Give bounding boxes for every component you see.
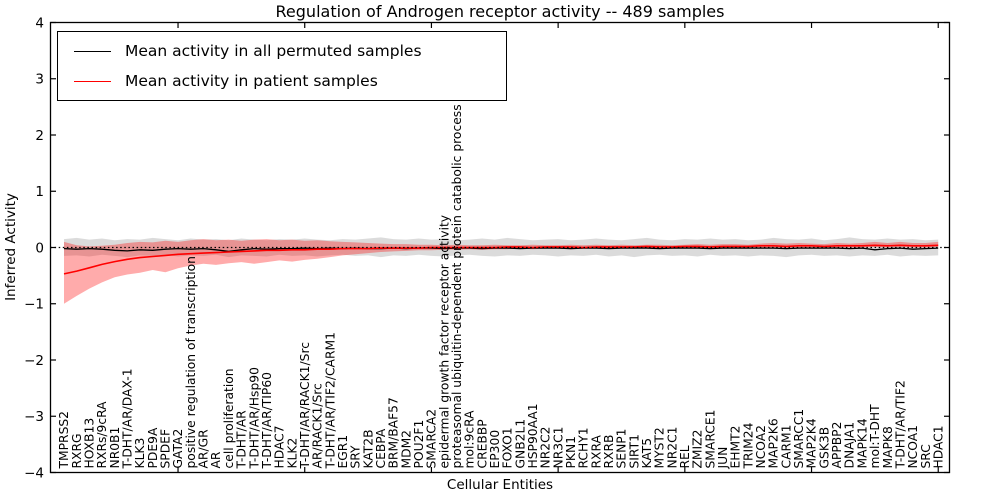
x-category-label: DNAJA1 — [843, 422, 857, 469]
x-category-label: AR — [209, 451, 223, 468]
x-category-label: RXRB — [602, 435, 616, 469]
x-category-label: epidermal growth factor receptor activit… — [437, 215, 451, 469]
y-tick-label: 0 — [35, 240, 44, 256]
x-category-label: SRY — [349, 445, 363, 469]
x-category-label: T-DHT/AR/Hsp90 — [247, 367, 261, 469]
x-category-label: CARM1 — [779, 425, 793, 469]
x-category-label: KLK2 — [285, 438, 299, 469]
x-category-label: APPBP2 — [830, 422, 844, 469]
series-line-1 — [63, 244, 939, 275]
x-category-label: HDAC7 — [273, 425, 287, 468]
y-tick-label: −2 — [24, 353, 44, 369]
x-category-label: PDE9A — [146, 427, 160, 468]
x-category-label: SMARCC1 — [792, 409, 806, 469]
x-category-label: EHMT2 — [729, 426, 743, 469]
x-category-label: RXRG — [70, 433, 84, 468]
x-category-label: NR0B1 — [108, 427, 122, 469]
x-category-label: NR2C2 — [539, 427, 553, 469]
x-category-label: POU2F1 — [412, 420, 426, 469]
y-tick-label: 1 — [35, 184, 44, 200]
x-category-label: NR3C1 — [551, 427, 565, 469]
legend-label-patient: Mean activity in patient samples — [125, 72, 378, 90]
legend-item-permuted: Mean activity in all permuted samples — [58, 41, 506, 62]
x-category-label: T-DHT/AR/TIF2/CARM1 — [323, 332, 337, 469]
x-category-label: RXRs/9cRA — [95, 401, 109, 469]
y-tick-label: −1 — [24, 297, 44, 313]
x-axis-label: Cellular Entities — [446, 477, 554, 493]
x-category-label: KAT5 — [640, 438, 654, 469]
x-category-label: mol:T-DHT — [868, 404, 882, 469]
series-line-0 — [63, 247, 939, 253]
x-category-label: HSP90AA1 — [526, 403, 540, 468]
x-category-label: EP300 — [488, 430, 502, 469]
x-category-label: MAP2K4 — [805, 418, 819, 468]
legend-line-sample-permuted-icon — [74, 50, 111, 52]
x-category-label: T-DHT/AR/TIF2 — [893, 380, 907, 469]
x-category-label: NCOA2 — [754, 425, 768, 468]
x-category-label: NCOA1 — [906, 425, 920, 468]
x-category-label: EGR1 — [336, 435, 350, 469]
legend-item-patient: Mean activity in patient samples — [58, 71, 506, 92]
x-category-label: RCHY1 — [577, 427, 591, 468]
legend-line-sample-patient-icon — [74, 80, 111, 82]
x-category-label: AR/GR — [197, 429, 211, 469]
x-category-label: HOXB13 — [83, 418, 97, 469]
x-category-label: HDAC1 — [931, 425, 945, 468]
x-category-label: proteasomal ubiquitin-dependent protein … — [450, 104, 464, 468]
x-category-label: PKN1 — [564, 436, 578, 469]
x-category-label: T-DHT/AR/RACK1/Src — [298, 342, 312, 470]
x-category-label: FOXO1 — [501, 427, 515, 468]
x-category-label: MAPK14 — [855, 418, 869, 468]
x-category-label: SMARCA2 — [425, 409, 439, 469]
x-category-label: NR2C1 — [665, 427, 679, 469]
x-category-label: SIRT1 — [627, 434, 641, 468]
x-category-label: MYST2 — [653, 427, 667, 468]
x-category-label: T-DHT/AR — [235, 410, 249, 470]
x-category-label: SPDEF — [159, 429, 173, 469]
legend-label-permuted: Mean activity in all permuted samples — [125, 42, 422, 60]
x-category-label: AR/RACK1/Src — [311, 383, 325, 468]
x-category-label: TRIM24 — [741, 422, 755, 469]
y-tick-label: −3 — [24, 409, 44, 425]
x-category-label: SENP1 — [615, 428, 629, 468]
x-category-label: positive regulation of transcription — [184, 256, 198, 468]
y-tick-label: 3 — [35, 72, 44, 88]
x-category-label: ZMIZ2 — [691, 430, 705, 469]
x-category-label: JUN — [716, 447, 730, 470]
x-category-label: CEBPA — [374, 428, 388, 468]
y-tick-label: −4 — [24, 465, 44, 481]
plot-frame — [49, 21, 951, 474]
x-category-label: REL — [678, 445, 692, 468]
x-category-label: CREBBP — [475, 419, 489, 468]
x-category-label: cell proliferation — [222, 368, 236, 468]
x-category-label: KAT2B — [361, 429, 375, 468]
x-category-label: KLK3 — [133, 438, 147, 469]
patient-range-band — [64, 239, 939, 304]
legend: Mean activity in all permuted samples Me… — [57, 31, 507, 101]
x-category-label: SRC — [919, 444, 933, 468]
x-category-label: GNB2L1 — [513, 419, 527, 469]
x-category-label: T-DHT/AR/TIP60 — [260, 372, 274, 470]
chart-title: Regulation of Androgen receptor activity… — [275, 2, 725, 21]
y-tick-label: 2 — [35, 128, 44, 144]
y-tick-label: 4 — [35, 15, 44, 31]
x-category-label: BRM/BAF57 — [387, 397, 401, 468]
x-category-label: RXRA — [589, 434, 603, 468]
x-category-label: GSK3B — [817, 427, 831, 469]
x-category-label: MAPK8 — [881, 426, 895, 468]
x-category-label: T-DHT/AR/DAX-1 — [121, 368, 135, 469]
x-category-label: MDM2 — [399, 430, 413, 469]
x-category-label: mol:9cRA — [463, 410, 477, 469]
x-category-label: MAP2K6 — [767, 418, 781, 468]
x-category-label: GATA2 — [171, 429, 185, 469]
x-category-label: SMARCE1 — [703, 410, 717, 469]
x-category-label: TMPRSS2 — [57, 411, 71, 470]
